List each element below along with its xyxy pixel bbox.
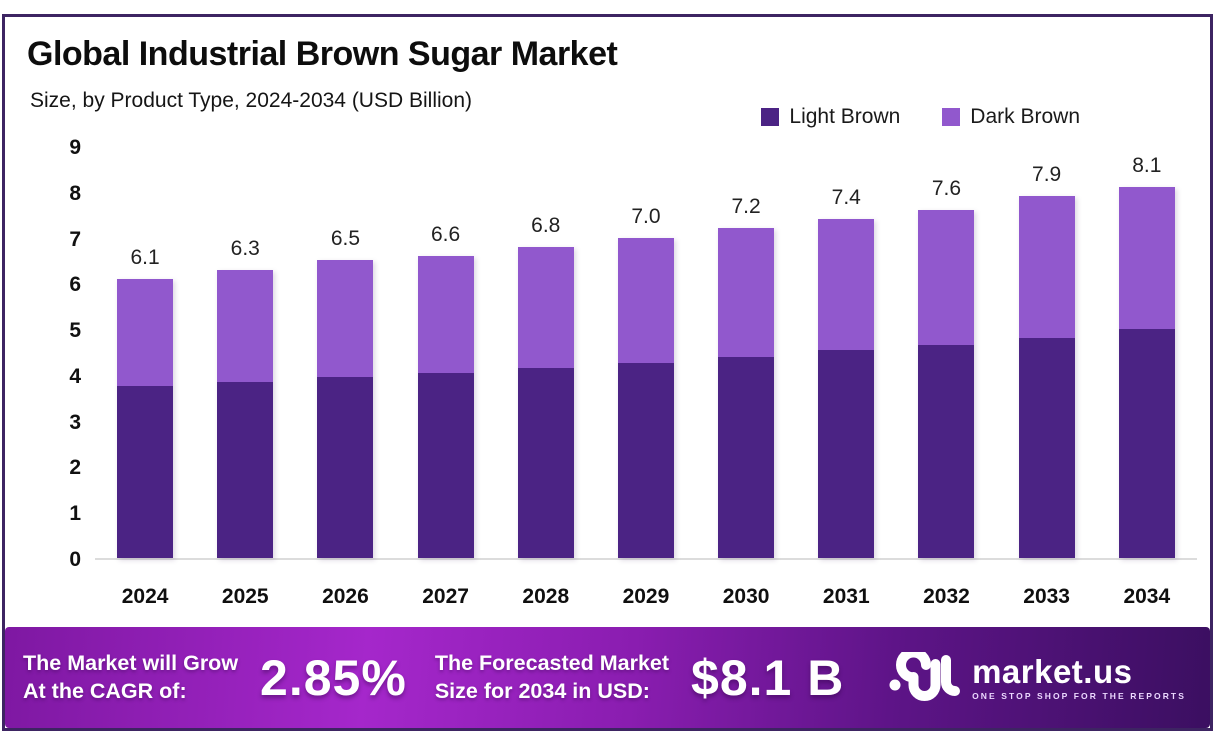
- segment-light-brown: [617, 363, 674, 558]
- segment-dark-brown: [818, 219, 875, 350]
- bar-total-label: 6.8: [531, 213, 561, 237]
- x-tick-label: 2031: [822, 585, 870, 608]
- y-tick-label: 4: [69, 364, 81, 388]
- segment-dark-brown: [617, 237, 674, 364]
- x-tick-label: 2026: [322, 585, 369, 608]
- segment-dark-brown: [517, 246, 574, 369]
- segment-light-brown: [317, 377, 374, 558]
- x-axis-labels: 2024 2025 2026 2027 2028 2029 2030 2031 2032 2033…: [95, 585, 1197, 609]
- x-tick-label: 2024: [121, 585, 169, 608]
- x-tick-label: 2029: [622, 585, 670, 608]
- x-tick-label: 2033: [1023, 585, 1070, 608]
- plot-area: 6.1 6.3 6.5 6.6 6.8 7.0 7.2 7.4 7.6 7.9 8.1: [95, 148, 1197, 560]
- bar-total-label: 7.2: [731, 195, 761, 219]
- bar-column-2029: 7.0: [617, 204, 674, 558]
- segment-dark-brown: [718, 228, 775, 357]
- bar-total-label: 8.1: [1132, 154, 1162, 178]
- y-tick-label: 1: [69, 502, 81, 526]
- segment-light-brown: [217, 381, 274, 558]
- x-tick-label: 2025: [221, 585, 269, 608]
- segment-light-brown: [1018, 338, 1075, 558]
- y-axis: 9 8 7 6 5 4 3 2 1 0: [45, 136, 81, 571]
- segment-light-brown: [1118, 329, 1175, 558]
- bar-column-2024: 6.1: [117, 245, 174, 558]
- legend-swatch-dark-brown: [942, 108, 961, 126]
- bar-total-label: 7.9: [1032, 163, 1062, 187]
- y-tick-label: 5: [69, 319, 81, 343]
- stacked-bar: [818, 219, 875, 558]
- y-tick-label: 6: [69, 273, 81, 297]
- bar-column-2027: 6.6: [417, 222, 474, 558]
- bar-column-2031: 7.4: [818, 186, 875, 558]
- y-tick-label: 9: [69, 136, 81, 159]
- page-title: Global Industrial Brown Sugar Market: [27, 35, 618, 73]
- x-tick-label: 2027: [422, 585, 469, 608]
- bar-column-2030: 7.2: [718, 195, 775, 558]
- forecast-label: The Forecasted Market Size for 2034 in U…: [434, 650, 670, 703]
- segment-light-brown: [718, 356, 775, 558]
- stacked-bar: [1118, 187, 1175, 558]
- stacked-bar: [217, 269, 274, 558]
- legend-label: Dark Brown: [970, 105, 1080, 128]
- bar-total-label: 7.4: [831, 186, 861, 210]
- y-tick-label: 0: [69, 548, 81, 571]
- segment-dark-brown: [317, 260, 374, 378]
- chart-card: Global Industrial Brown Sugar Market Siz…: [2, 14, 1213, 731]
- legend-swatch-light-brown: [761, 108, 780, 126]
- bar-column-2026: 6.5: [317, 227, 374, 558]
- bar-column-2028: 6.8: [517, 213, 574, 558]
- legend-item-light-brown: Light Brown: [761, 105, 900, 129]
- legend-item-dark-brown: Dark Brown: [942, 105, 1080, 129]
- bar-total-label: 6.1: [130, 245, 160, 269]
- bar-total-label: 7.6: [931, 177, 962, 201]
- x-tick-label: 2034: [1123, 585, 1171, 608]
- stacked-bar: [517, 246, 574, 558]
- cagr-value: 2.85%: [260, 649, 407, 706]
- segment-dark-brown: [918, 210, 975, 346]
- bar-total-label: 7.0: [631, 204, 661, 228]
- y-tick-label: 3: [69, 410, 81, 434]
- segment-dark-brown: [117, 278, 174, 387]
- cagr-banner: The Market will Grow At the CAGR of: 2.8…: [5, 627, 1210, 728]
- stacked-bar: [918, 210, 975, 558]
- segment-dark-brown: [417, 255, 474, 373]
- segment-light-brown: [818, 349, 875, 558]
- logo-tagline: ONE STOP SHOP FOR THE REPORTS: [972, 690, 1186, 701]
- stacked-bar: [718, 228, 775, 558]
- marketus-logo[interactable]: market.us ONE STOP SHOP FOR THE REPORTS: [888, 651, 1186, 704]
- bar-column-2034: 8.1: [1118, 154, 1175, 558]
- segment-light-brown: [918, 345, 975, 558]
- segment-light-brown: [117, 386, 174, 558]
- stacked-bar: [117, 278, 174, 558]
- segment-dark-brown: [1018, 196, 1075, 339]
- forecast-value: $8.1 B: [691, 649, 845, 706]
- y-tick-label: 2: [69, 456, 81, 480]
- stacked-bar: [417, 255, 474, 558]
- stacked-bar: [617, 237, 674, 558]
- bar-total-label: 6.5: [330, 227, 361, 251]
- marketus-logo-icon: [889, 651, 961, 701]
- bar-total-label: 6.6: [430, 222, 461, 246]
- logo-name: market.us: [972, 652, 1133, 690]
- legend: Light Brown Dark Brown: [761, 105, 1080, 129]
- y-tick-label: 8: [69, 181, 81, 205]
- bar-total-label: 6.3: [230, 236, 260, 260]
- segment-dark-brown: [217, 269, 274, 382]
- legend-label: Light Brown: [789, 105, 901, 128]
- x-tick-label: 2028: [522, 585, 570, 608]
- segment-dark-brown: [1118, 187, 1175, 330]
- x-tick-label: 2030: [722, 585, 770, 608]
- cagr-label: The Market will Grow At the CAGR of:: [23, 650, 239, 703]
- stacked-bar: [317, 260, 374, 558]
- bar-column-2025: 6.3: [217, 236, 274, 558]
- stacked-bar: [1018, 196, 1075, 558]
- segment-light-brown: [517, 368, 574, 558]
- bar-column-2032: 7.6: [918, 177, 975, 558]
- bar-column-2033: 7.9: [1018, 163, 1075, 558]
- x-tick-label: 2032: [923, 585, 970, 608]
- y-tick-label: 7: [69, 227, 81, 251]
- segment-light-brown: [417, 372, 474, 558]
- chart-subtitle: Size, by Product Type, 2024-2034 (USD Bi…: [30, 89, 473, 112]
